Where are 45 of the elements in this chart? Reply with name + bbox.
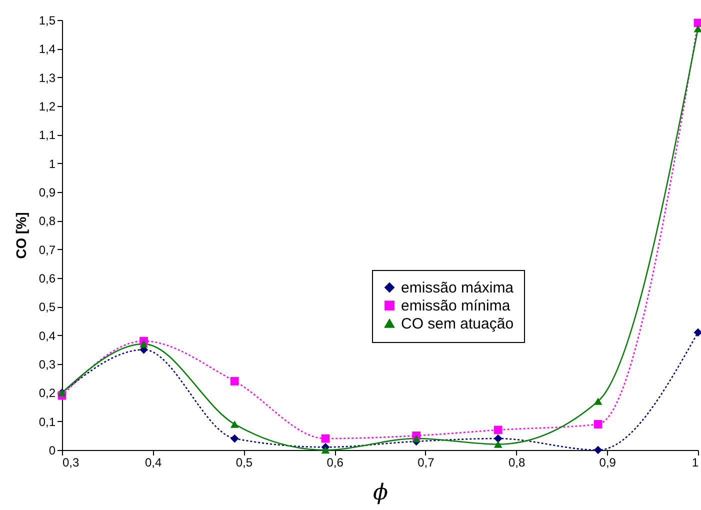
point bbox=[230, 434, 239, 443]
x-tick-label: 0,4 bbox=[145, 456, 162, 470]
legend-label: emissão máxima bbox=[401, 280, 514, 296]
point bbox=[494, 434, 502, 443]
x-axis-title: ϕ bbox=[373, 480, 388, 506]
point bbox=[494, 440, 502, 448]
y-tick-label: 1,3 bbox=[38, 70, 56, 85]
y-tick-label: 0,7 bbox=[38, 242, 56, 257]
y-tick-label: 1 bbox=[48, 156, 56, 171]
point bbox=[321, 446, 330, 454]
x-tick-label: 0,3 bbox=[62, 456, 80, 470]
point bbox=[594, 446, 602, 454]
x-tick-label: 0,5 bbox=[236, 456, 253, 470]
y-tick-label: 0,9 bbox=[38, 186, 56, 200]
point bbox=[694, 328, 701, 337]
x-tick-label: 0,7 bbox=[418, 456, 435, 470]
legend-label: CO sem atuação bbox=[401, 316, 514, 332]
y-tick-label: 1,4 bbox=[38, 42, 56, 56]
point bbox=[230, 420, 239, 428]
point bbox=[412, 434, 421, 442]
x-tick-label: 0,6 bbox=[326, 456, 344, 470]
point bbox=[594, 420, 602, 428]
y-tick-label: 0,6 bbox=[38, 272, 56, 286]
y-tick-label: 0,3 bbox=[38, 358, 56, 372]
point bbox=[140, 340, 148, 348]
legend-label: emissão mínima bbox=[401, 298, 511, 314]
y-tick-label: 1,5 bbox=[38, 14, 56, 28]
point bbox=[494, 426, 502, 434]
x-tick-label: 1 bbox=[692, 456, 699, 470]
y-tick-label: 0,1 bbox=[38, 414, 56, 429]
y-tick-label: 0 bbox=[48, 444, 56, 458]
point bbox=[694, 24, 701, 32]
y-tick-label: 1,1 bbox=[38, 128, 56, 142]
y-tick-label: 1,2 bbox=[38, 100, 56, 114]
y-tick-label: 0,4 bbox=[38, 328, 56, 343]
x-tick-label: 0,8 bbox=[508, 456, 526, 470]
point bbox=[594, 398, 602, 405]
point bbox=[694, 18, 701, 28]
y-tick-label: 0,5 bbox=[38, 300, 56, 314]
y-tick-label: 0,2 bbox=[38, 386, 56, 400]
y-tick-label: 0,8 bbox=[38, 214, 56, 228]
x-tick-label: 0,9 bbox=[599, 456, 616, 470]
point bbox=[230, 377, 239, 386]
point bbox=[321, 434, 330, 443]
y-axis-title: CO [%] bbox=[12, 212, 29, 259]
